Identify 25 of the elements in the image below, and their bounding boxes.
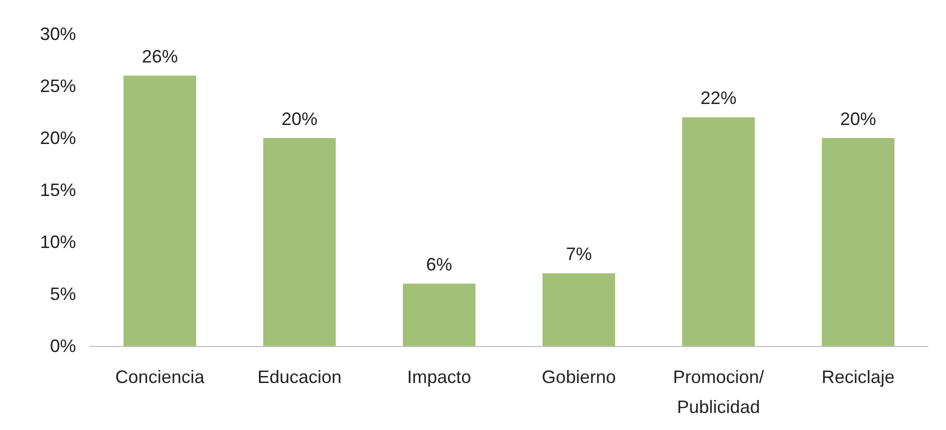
bar bbox=[682, 117, 755, 346]
y-tick-label: 20% bbox=[40, 128, 76, 148]
x-tick-label: Promocion/ Publicidad bbox=[672, 367, 764, 417]
x-tick-label: Gobierno bbox=[542, 367, 616, 387]
y-tick-label: 5% bbox=[50, 284, 76, 304]
y-tick-label: 25% bbox=[40, 76, 76, 96]
bar bbox=[124, 76, 196, 346]
y-tick-label: 10% bbox=[40, 232, 76, 252]
data-label: 22% bbox=[700, 88, 737, 108]
x-tick-label: Conciencia bbox=[115, 367, 206, 387]
x-tick-label: Reciclaje bbox=[822, 367, 895, 387]
data-label: 6% bbox=[426, 254, 452, 275]
data-label: 26% bbox=[142, 46, 178, 67]
bar bbox=[402, 284, 476, 346]
y-tick-label: 15% bbox=[40, 180, 76, 200]
y-tick-label: 30% bbox=[40, 24, 76, 44]
bar bbox=[263, 138, 336, 346]
bar bbox=[542, 273, 616, 346]
data-label: 20% bbox=[840, 109, 876, 129]
x-tick-label: Educacion bbox=[257, 367, 342, 387]
y-tick-label: 0% bbox=[50, 336, 76, 356]
bar bbox=[822, 138, 894, 346]
data-label: 7% bbox=[566, 244, 592, 264]
data-label: 20% bbox=[281, 109, 318, 129]
x-tick-label: Impacto bbox=[407, 367, 472, 387]
